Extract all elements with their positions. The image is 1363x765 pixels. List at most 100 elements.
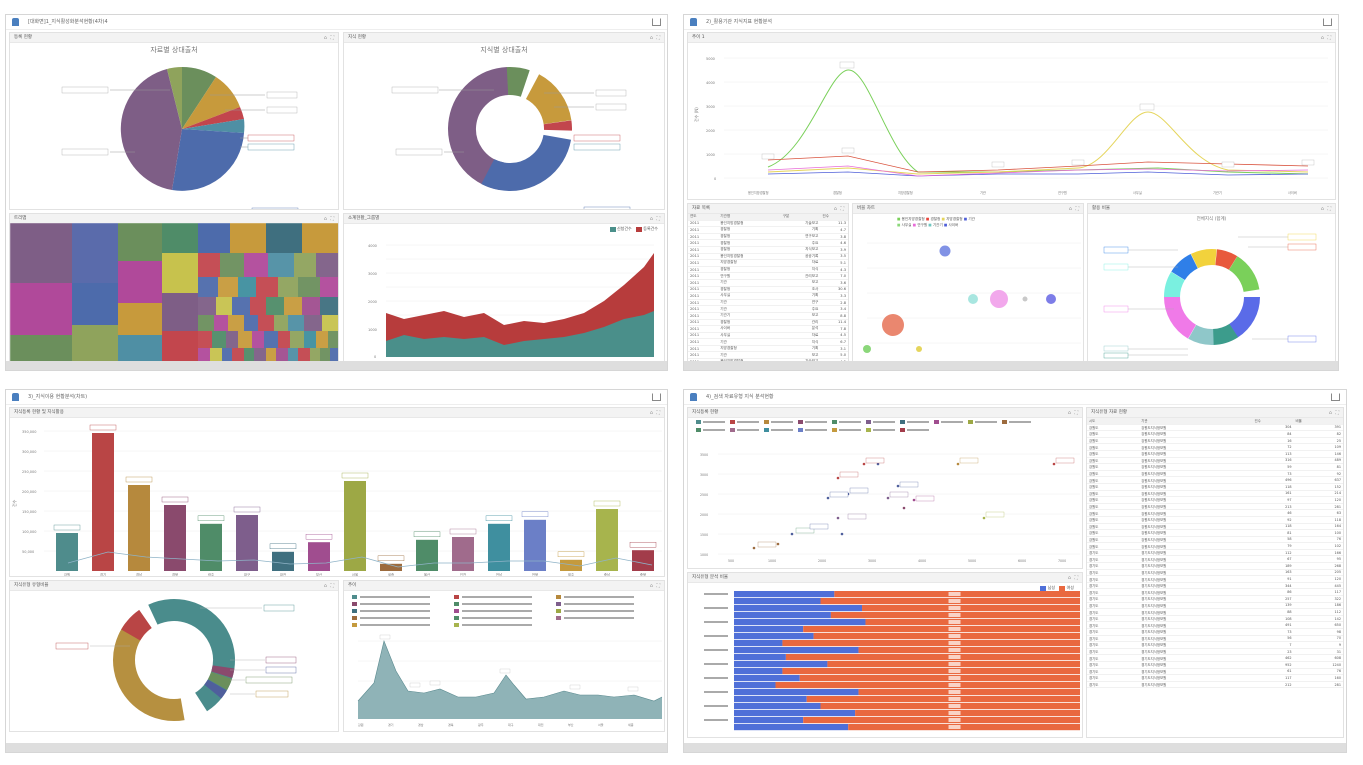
panel-tools[interactable]: ⌂ ⛶: [1328, 410, 1340, 416]
panel-tools[interactable]: ⌂ ⛶: [649, 410, 661, 416]
stacked-bar-segment[interactable]: [782, 668, 1080, 675]
stacked-bar-segment[interactable]: [803, 626, 1080, 633]
stacked-bar-segment[interactable]: [734, 640, 783, 647]
table-row[interactable]: 경기도 경기도지식정보원 344 445: [1087, 582, 1343, 590]
table-row[interactable]: 강원도 강원도지식정보원 58 76: [1087, 536, 1343, 544]
bar[interactable]: [344, 481, 366, 571]
home-icon[interactable]: [652, 393, 661, 401]
table-row[interactable]: 강원도 강원도지식정보원 213 281: [1087, 503, 1343, 511]
table-row[interactable]: 경기도 경기도지식정보원 61 76: [1087, 668, 1343, 676]
bar[interactable]: [416, 539, 438, 571]
table-row[interactable]: 2011 지방경찰청 자료 5.1: [688, 259, 848, 267]
bar[interactable]: [92, 433, 114, 571]
stacked-bar-segment[interactable]: [848, 724, 1080, 731]
table-row[interactable]: 강원도 강원도지식정보원 118 164: [1087, 523, 1343, 531]
panel-tools[interactable]: ⌂ ⛶: [833, 206, 845, 212]
home-icon[interactable]: [1323, 18, 1332, 26]
table-row[interactable]: 2011 기관 연구 2.8: [688, 299, 848, 307]
table-row[interactable]: 경기도 경기도지식정보원 23 31: [1087, 648, 1343, 656]
stacked-bar-segment[interactable]: [734, 612, 831, 619]
table-row[interactable]: 경기도 경기도지식정보원 189 268: [1087, 562, 1343, 570]
stacked-bar-segment[interactable]: [734, 591, 835, 598]
stacked-bar-segment[interactable]: [734, 654, 786, 661]
table-row[interactable]: 강원도 강원도지식정보원 73 92: [1087, 470, 1343, 478]
stacked-bar-segment[interactable]: [858, 647, 1080, 654]
stacked-bar-segment[interactable]: [782, 640, 1080, 647]
table-row[interactable]: 경기도 경기도지식정보원 491 650: [1087, 621, 1343, 629]
table-row[interactable]: 경기도 경기도지식정보원 73 98: [1087, 628, 1343, 636]
stacked-bar-segment[interactable]: [734, 647, 859, 654]
bar[interactable]: [128, 485, 150, 571]
table-row[interactable]: 경기도 경기도지식정보원 7 9: [1087, 641, 1343, 649]
table-row[interactable]: 2011 기관 보고 5.0: [688, 351, 848, 360]
table-row[interactable]: 강원도 강원도지식정보원 113 146: [1087, 450, 1343, 458]
stacked-bar-segment[interactable]: [813, 633, 1080, 640]
stacked-bar-segment[interactable]: [734, 703, 821, 710]
table-row[interactable]: 강원도 강원도지식정보원 97 120: [1087, 496, 1343, 504]
stacked-bar-segment[interactable]: [734, 682, 776, 689]
stacked-bar-segment[interactable]: [855, 710, 1080, 717]
stacked-bar-segment[interactable]: [785, 654, 1080, 661]
table-row[interactable]: 경기도 경기도지식정보원 108 142: [1087, 615, 1343, 623]
bar[interactable]: [200, 523, 222, 571]
table-row[interactable]: 경기도 경기도지식정보원 952 1240: [1087, 661, 1343, 669]
panel-tools[interactable]: ⌂ ⛶: [1320, 35, 1332, 41]
table-row[interactable]: 2011 경찰청 기획 4.7: [688, 226, 848, 234]
stacked-bar-segment[interactable]: [734, 696, 807, 703]
bar[interactable]: [380, 563, 402, 571]
table-row[interactable]: 2011 기관 주요 3.4: [688, 305, 848, 313]
panel-tools[interactable]: ⌂ ⛶: [1067, 410, 1079, 416]
stacked-bar-segment[interactable]: [734, 724, 849, 731]
table-row[interactable]: 강원도 강원도지식정보원 72 109: [1087, 443, 1343, 451]
table-row[interactable]: 강원도 강원도지식정보원 16 25: [1087, 437, 1343, 445]
table-row[interactable]: 경기도 경기도지식정보원 163 205: [1087, 569, 1343, 577]
panel-tools[interactable]: ⌂ ⛶: [323, 583, 335, 589]
panel-tools[interactable]: ⌂ ⛶: [323, 35, 335, 41]
table-row[interactable]: 경기도 경기도지식정보원 462 608: [1087, 654, 1343, 662]
panel-tools[interactable]: ⌂ ⛶: [649, 35, 661, 41]
table-row[interactable]: 경기도 경기도지식정보원 56 70: [1087, 635, 1343, 643]
table-row[interactable]: 강원도 강원도지식정보원 496 637: [1087, 476, 1343, 484]
bar[interactable]: [272, 551, 294, 571]
table-row[interactable]: 2011 경찰청 관리 11.4: [688, 319, 848, 327]
stacked-bar-segment[interactable]: [734, 626, 804, 633]
stacked-bar-segment[interactable]: [858, 689, 1080, 696]
stacked-bar-segment[interactable]: [806, 696, 1080, 703]
table-row[interactable]: 2011 지방경찰청 기획 3.1: [688, 345, 848, 353]
stacked-bar-segment[interactable]: [734, 675, 800, 682]
table-row[interactable]: 2011 경찰청 연구보고 3.8: [688, 233, 848, 241]
table-row[interactable]: 2011 용인지방경찰청 공공기록 3.5: [688, 253, 848, 261]
stacked-bar-segment[interactable]: [734, 668, 783, 675]
bar[interactable]: [488, 523, 510, 571]
table-row[interactable]: 강원도 강원도지식정보원 46 63: [1087, 509, 1343, 517]
stacked-bar-segment[interactable]: [803, 717, 1080, 724]
bar[interactable]: [524, 519, 546, 571]
bar[interactable]: [452, 537, 474, 571]
table-row[interactable]: 2011 경찰청 조사 30.6: [688, 286, 848, 294]
panel-tools[interactable]: ⌂ ⛶: [323, 216, 335, 222]
stacked-bar-segment[interactable]: [734, 661, 828, 668]
table-row[interactable]: 강원도 강원도지식정보원 161 214: [1087, 490, 1343, 498]
stacked-bar-segment[interactable]: [734, 689, 859, 696]
table-row[interactable]: 강원도 강원도지식정보원 84 82: [1087, 430, 1343, 438]
stacked-bar-segment[interactable]: [862, 605, 1080, 612]
table-row[interactable]: 강원도 강원도지식정보원 81 100: [1087, 529, 1343, 537]
panel-tools[interactable]: ⌂ ⛶: [649, 216, 661, 222]
stacked-bar-segment[interactable]: [799, 675, 1080, 682]
table-row[interactable]: 경기도 경기도지식정보원 212 281: [1087, 681, 1343, 689]
table-row[interactable]: 경기도 경기도지식정보원 139 186: [1087, 602, 1343, 610]
table-row[interactable]: 2011 사이버 분석 7.8: [688, 325, 848, 333]
bar[interactable]: [56, 533, 78, 571]
table-row[interactable]: 경기도 경기도지식정보원 86 117: [1087, 588, 1343, 597]
home-icon[interactable]: [652, 18, 661, 26]
stacked-bar-segment[interactable]: [734, 605, 863, 612]
table-row[interactable]: 강원도 강원도지식정보원 118 152: [1087, 483, 1343, 491]
panel-tools[interactable]: ⌂ ⛶: [1320, 206, 1332, 212]
stacked-bar-segment[interactable]: [734, 717, 804, 724]
table-row[interactable]: 경기도 경기도지식정보원 88 112: [1087, 608, 1343, 616]
panel-tools[interactable]: ⌂ ⛶: [649, 583, 661, 589]
table-row[interactable]: 2011 사무실 자료 4.5: [688, 332, 848, 340]
table-row[interactable]: 강원도 강원도지식정보원 79 102: [1087, 542, 1343, 550]
bar[interactable]: [560, 559, 582, 571]
table-row[interactable]: 2011 기관 지식 6.7: [688, 338, 848, 346]
